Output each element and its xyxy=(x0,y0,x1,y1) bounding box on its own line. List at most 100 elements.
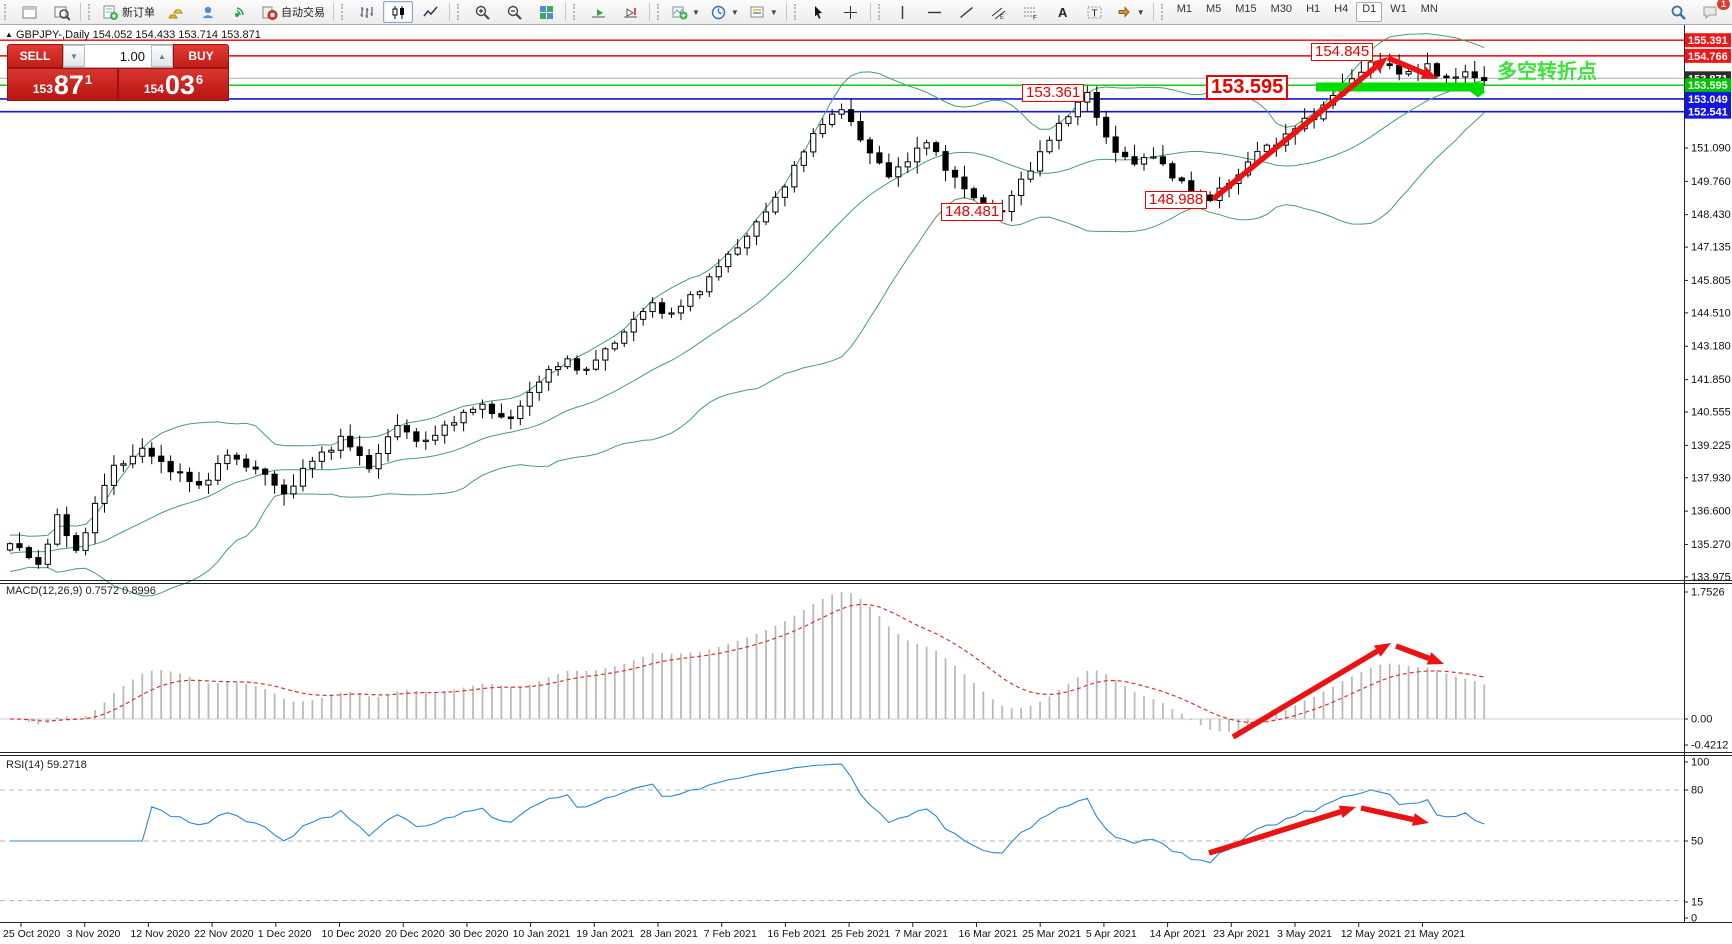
periods-icon[interactable]: ▼ xyxy=(706,1,743,23)
chat xyxy=(1703,6,1716,19)
svg-text:3 May 2021: 3 May 2021 xyxy=(1277,928,1332,940)
templates-icon[interactable]: ▼ xyxy=(745,1,782,23)
timeframe-w1-button[interactable]: W1 xyxy=(1390,3,1407,15)
toolbar-separator xyxy=(80,3,81,21)
dropdown-caret-icon[interactable]: ▼ xyxy=(1136,7,1145,17)
autotrade-button[interactable]: 自动交易 xyxy=(257,1,329,23)
price-down-arrow[interactable] xyxy=(1386,55,1425,76)
timeframe-m15-button[interactable]: M15 xyxy=(1235,3,1257,15)
price-axis[interactable]: 151.090 149.760 148.430 147.135 145.805 144.5… xyxy=(1684,33,1731,925)
rsi-down-arrow[interactable] xyxy=(1360,805,1414,823)
trendline-icon[interactable] xyxy=(952,1,982,23)
chart-title: ▲ GBPJPY-,Daily 154.052 154.433 153.714 … xyxy=(5,29,261,41)
cursor-icon[interactable] xyxy=(804,1,834,23)
svg-text:-0.4212: -0.4212 xyxy=(1691,740,1728,752)
rsi-indicator-label: RSI(14) 59.2718 xyxy=(6,759,87,771)
svg-text:16 Mar 2021: 16 Mar 2021 xyxy=(959,928,1018,940)
price-label-153595[interactable]: 153.595 xyxy=(1206,75,1289,100)
line-chart-icon[interactable] xyxy=(415,1,445,23)
one-click-trading-widget: SELL ▼ ▲ BUY 153 87 1 154 03 6 xyxy=(7,44,229,101)
price-up-arrow[interactable] xyxy=(1211,64,1378,202)
market-icon[interactable] xyxy=(161,1,191,23)
shapes xyxy=(1118,5,1130,18)
toolbar-grip[interactable] xyxy=(341,4,348,20)
timeframe-h4-button[interactable]: H4 xyxy=(1334,3,1349,15)
signals-icon[interactable] xyxy=(225,1,255,23)
panel-frames xyxy=(0,25,1732,923)
toolbar-separator xyxy=(333,3,334,21)
timeframe-m5-button[interactable]: M5 xyxy=(1205,3,1222,15)
toolbar-grip[interactable] xyxy=(457,4,464,20)
rsi-up-arrow[interactable] xyxy=(1208,809,1342,856)
timeframe-h1-button[interactable]: H1 xyxy=(1306,3,1321,15)
price-label-153361[interactable]: 153.361 xyxy=(1022,84,1085,102)
crosshair-icon[interactable] xyxy=(836,1,866,23)
timeframe-mn-button[interactable]: MN xyxy=(1420,3,1438,15)
toolbar-grip[interactable] xyxy=(793,4,801,20)
toolbar-grip[interactable] xyxy=(573,4,580,20)
bid-point: 1 xyxy=(84,72,93,87)
svg-text:14 Apr 2021: 14 Apr 2021 xyxy=(1150,928,1207,940)
toolbar-grip[interactable] xyxy=(88,4,95,20)
buy-button[interactable]: BUY xyxy=(173,44,229,68)
macd-down-arrow[interactable] xyxy=(1395,643,1430,661)
ask-integer: 154 xyxy=(143,82,164,96)
timeframe-m30-button[interactable]: M30 xyxy=(1270,3,1293,15)
dropdown-caret-icon[interactable]: ▼ xyxy=(769,7,778,17)
indicators-icon[interactable]: ▼ xyxy=(667,1,704,23)
horizontal-line-icon[interactable] xyxy=(920,1,950,23)
toolbar-grip[interactable] xyxy=(4,4,11,20)
fibonacci-icon[interactable]: F xyxy=(1016,1,1046,23)
svg-text:139.225: 139.225 xyxy=(1691,440,1731,452)
svg-text:5 Apr 2021: 5 Apr 2021 xyxy=(1086,928,1137,940)
text-label-icon[interactable]: T xyxy=(1080,1,1110,23)
tile-windows-icon[interactable] xyxy=(531,1,561,23)
notifications-icon[interactable]: 1 xyxy=(1695,0,1730,23)
timeframe-m1-button[interactable]: M1 xyxy=(1176,3,1192,15)
new-order-button[interactable]: 新订单 xyxy=(98,1,159,23)
search-icon[interactable] xyxy=(1663,1,1693,23)
autoscroll xyxy=(591,8,605,17)
shift xyxy=(623,7,637,17)
svg-text:152.541: 152.541 xyxy=(1688,107,1728,119)
trader-drawings[interactable] xyxy=(1208,55,1486,856)
dropdown-caret-icon[interactable]: ▼ xyxy=(692,7,700,17)
preview-icon[interactable] xyxy=(46,1,76,23)
chart-window-icon[interactable] xyxy=(14,1,44,23)
neworder xyxy=(103,5,118,20)
svg-text:151.090: 151.090 xyxy=(1691,143,1731,155)
trend xyxy=(960,6,974,18)
zoom-out-icon[interactable] xyxy=(499,1,529,23)
volume-decrease-button[interactable]: ▼ xyxy=(63,45,85,67)
price-label-148988[interactable]: 148.988 xyxy=(1145,191,1208,209)
bid-price[interactable]: 153 87 1 xyxy=(7,68,118,101)
candlestick-chart-icon[interactable] xyxy=(383,1,413,23)
svg-text:0: 0 xyxy=(1691,913,1697,925)
volume-input[interactable] xyxy=(85,45,151,67)
dropdown-caret-icon[interactable]: ▼ xyxy=(730,7,739,17)
macd-up-arrow[interactable] xyxy=(1231,648,1379,740)
turning-point-annotation[interactable]: 多空转折点 xyxy=(1497,61,1597,83)
price-label-154845[interactable]: 154.845 xyxy=(1311,43,1374,61)
text-icon[interactable]: A xyxy=(1048,1,1078,23)
vertical-line-icon[interactable] xyxy=(888,1,918,23)
volume-increase-button[interactable]: ▲ xyxy=(151,45,173,67)
timeframe-d1-button[interactable]: D1 xyxy=(1356,2,1383,22)
bar-chart-icon[interactable] xyxy=(351,1,381,23)
toolbar-separator xyxy=(869,3,871,21)
sell-button[interactable]: SELL xyxy=(7,44,63,68)
date-axis[interactable]: 25 Oct 2020 3 Nov 2020 12 Nov 2020 22 Nov 2… xyxy=(3,923,1465,940)
price-label-148481[interactable]: 148.481 xyxy=(941,203,1004,221)
toolbar-grip[interactable] xyxy=(877,4,885,20)
zoom-in-icon[interactable] xyxy=(467,1,497,23)
collapse-triangle-icon[interactable]: ▲ xyxy=(5,30,13,39)
shapes-icon[interactable]: ▼ xyxy=(1112,1,1149,23)
ask-price[interactable]: 154 03 6 xyxy=(118,68,229,101)
toolbar-grip[interactable] xyxy=(657,4,664,20)
chart-shift-icon[interactable] xyxy=(615,1,645,23)
community-icon[interactable] xyxy=(193,1,223,23)
toolbar-grip[interactable] xyxy=(1160,4,1168,20)
auto-scroll-icon[interactable] xyxy=(583,1,613,23)
channel-icon[interactable]: E xyxy=(984,1,1014,23)
